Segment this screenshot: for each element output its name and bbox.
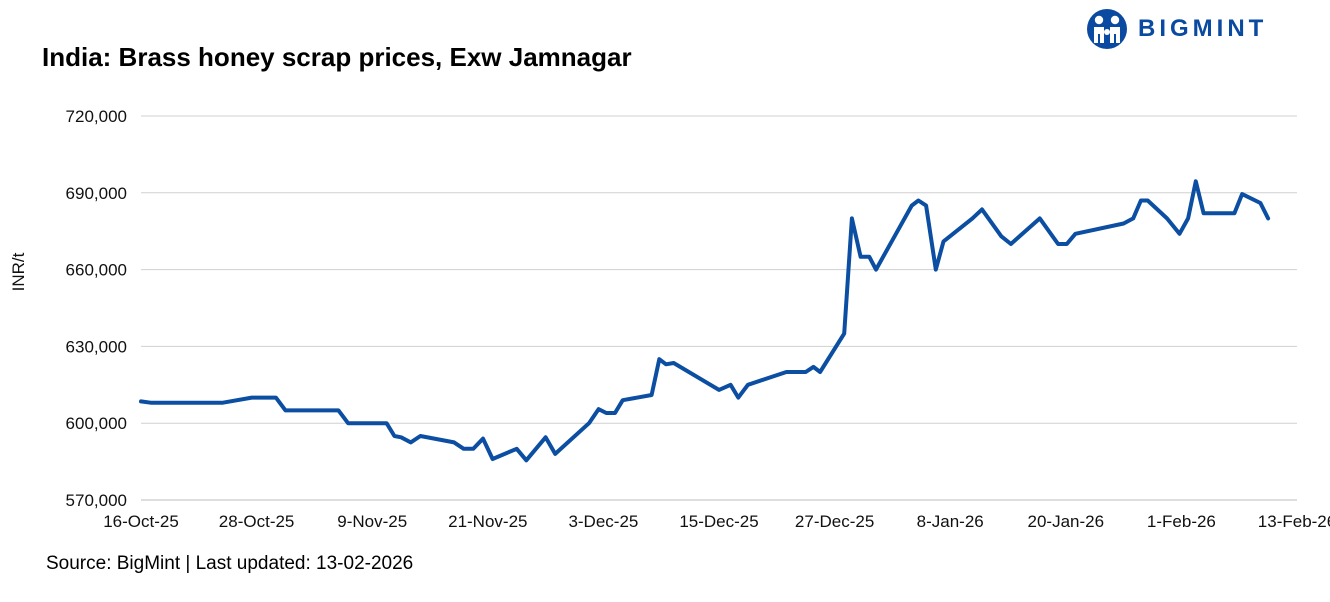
y-tick-label: 570,000 <box>66 491 127 510</box>
y-tick-label: 720,000 <box>66 107 127 126</box>
series-line <box>139 179 1271 463</box>
x-tick-label: 21-Nov-25 <box>448 512 527 531</box>
brand-logo: BIGMINT <box>1086 8 1267 50</box>
bigmint-people-logo-icon <box>1087 9 1127 49</box>
gridlines <box>141 115 1297 424</box>
x-tick-label: 9-Nov-25 <box>337 512 407 531</box>
x-tick-label: 27-Dec-25 <box>795 512 874 531</box>
y-axis-label: INR/t <box>9 252 28 291</box>
x-tick-label: 1-Feb-26 <box>1147 512 1216 531</box>
series-group <box>139 179 1271 463</box>
x-tick-label: 28-Oct-25 <box>219 512 295 531</box>
source-note: Source: BigMint | Last updated: 13-02-20… <box>46 553 414 574</box>
y-tick-label: 690,000 <box>66 184 127 203</box>
x-tick-label: 16-Oct-25 <box>103 512 179 531</box>
x-tick-label: 13-Feb-26 <box>1258 512 1330 531</box>
y-tick-label: 630,000 <box>66 337 127 356</box>
y-axis-ticks: 570,000 600,000 630,000 660,000 690,000 720,0… <box>66 107 127 510</box>
brand-name: BIGMINT <box>1138 15 1268 42</box>
x-tick-label: 3-Dec-25 <box>568 512 638 531</box>
x-tick-label: 8-Jan-26 <box>917 512 984 531</box>
x-axis-ticks: 16-Oct-25 28-Oct-25 9-Nov-25 21-Nov-25 3-Dec… <box>103 512 1330 531</box>
y-tick-label: 600,000 <box>66 414 127 433</box>
chart-title: India: Brass honey scrap prices, Exw Jam… <box>42 42 632 72</box>
x-tick-label: 15-Dec-25 <box>679 512 758 531</box>
x-tick-label: 20-Jan-26 <box>1028 512 1105 531</box>
y-tick-label: 660,000 <box>66 261 127 280</box>
